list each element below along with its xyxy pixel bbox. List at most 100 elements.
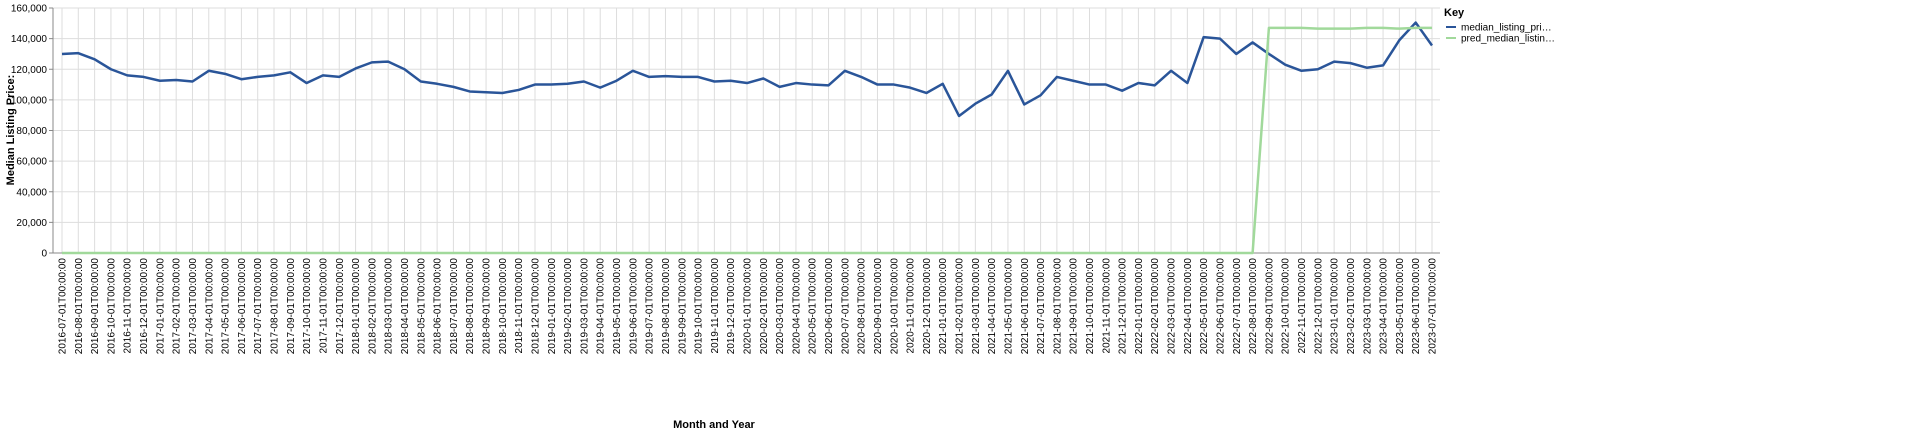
x-tick-label: 2017-12-01T00:00:00	[335, 258, 346, 355]
x-tick-label: 2020-02-01T00:00:00	[759, 258, 770, 355]
x-tick-label: 2017-10-01T00:00:00	[302, 258, 313, 355]
x-tick-label: 2020-07-01T00:00:00	[840, 258, 851, 355]
x-tick-label: 2017-07-01T00:00:00	[253, 258, 264, 355]
y-tick-label: 100,000	[11, 95, 48, 106]
x-tick-label: 2021-09-01T00:00:00	[1069, 258, 1080, 355]
x-tick-label: 2020-12-01T00:00:00	[922, 258, 933, 355]
x-tick-label: 2017-03-01T00:00:00	[188, 258, 199, 355]
x-tick-label: 2022-08-01T00:00:00	[1248, 258, 1259, 355]
x-tick-label: 2021-10-01T00:00:00	[1085, 258, 1096, 355]
x-tick-label: 2021-12-01T00:00:00	[1118, 258, 1129, 355]
x-tick-label: 2017-08-01T00:00:00	[270, 258, 281, 355]
x-tick-label: 2021-11-01T00:00:00	[1101, 258, 1112, 354]
series-line	[61, 21, 1434, 118]
x-tick-label: 2022-05-01T00:00:00	[1199, 258, 1210, 355]
y-tick-label: 160,000	[11, 4, 48, 15]
x-tick-label: 2021-02-01T00:00:00	[955, 258, 966, 355]
x-tick-label: 2019-07-01T00:00:00	[645, 258, 656, 355]
x-tick-label: 2016-11-01T00:00:00	[123, 258, 134, 354]
x-tick-label: 2022-07-01T00:00:00	[1232, 258, 1243, 355]
x-tick-label: 2021-04-01T00:00:00	[987, 258, 998, 355]
x-tick-label: 2019-08-01T00:00:00	[661, 258, 672, 355]
x-tick-label: 2021-03-01T00:00:00	[971, 258, 982, 355]
series-line	[62, 26, 1432, 255]
x-tick-label: 2020-01-01T00:00:00	[743, 258, 754, 355]
x-tick-label: 2017-06-01T00:00:00	[237, 258, 248, 355]
legend-label: pred_median_listin…	[1461, 34, 1555, 45]
x-tick-label: 2022-01-01T00:00:00	[1134, 258, 1145, 355]
x-tick-label: 2019-06-01T00:00:00	[628, 258, 639, 355]
x-tick-label: 2016-07-01T00:00:00	[58, 258, 69, 355]
x-tick-label: 2019-12-01T00:00:00	[726, 258, 737, 355]
x-tick-label: 2023-01-01T00:00:00	[1330, 258, 1341, 355]
y-tick-label: 60,000	[16, 157, 47, 168]
x-tick-label: 2019-10-01T00:00:00	[694, 258, 705, 355]
x-tick-label: 2017-04-01T00:00:00	[204, 258, 215, 355]
legend-title: Key	[1444, 7, 1465, 19]
x-tick-label: 2019-03-01T00:00:00	[579, 258, 590, 355]
x-tick-label: 2016-10-01T00:00:00	[106, 258, 117, 355]
x-tick-label: 2023-04-01T00:00:00	[1379, 258, 1390, 355]
x-tick-label: 2020-11-01T00:00:00	[906, 258, 917, 354]
x-tick-label: 2023-02-01T00:00:00	[1346, 258, 1357, 355]
x-tick-label: 2023-05-01T00:00:00	[1395, 258, 1406, 355]
x-tick-label: 2020-06-01T00:00:00	[824, 258, 835, 355]
x-tick-label: 2021-06-01T00:00:00	[1020, 258, 1031, 355]
x-tick-label: 2018-11-01T00:00:00	[514, 258, 525, 354]
x-tick-label: 2022-03-01T00:00:00	[1167, 258, 1178, 355]
x-tick-label: 2019-11-01T00:00:00	[710, 258, 721, 354]
x-tick-label: 2021-05-01T00:00:00	[1003, 258, 1014, 355]
x-tick-label: 2019-05-01T00:00:00	[612, 258, 623, 355]
x-tick-label: 2019-02-01T00:00:00	[563, 258, 574, 355]
x-tick-label: 2018-01-01T00:00:00	[351, 258, 362, 355]
x-tick-label: 2022-09-01T00:00:00	[1264, 258, 1275, 355]
x-tick-label: 2017-05-01T00:00:00	[221, 258, 232, 355]
x-tick-label: 2020-08-01T00:00:00	[857, 258, 868, 355]
x-tick-label: 2018-06-01T00:00:00	[433, 258, 444, 355]
x-tick-label: 2019-09-01T00:00:00	[677, 258, 688, 355]
x-tick-label: 2022-02-01T00:00:00	[1150, 258, 1161, 355]
x-tick-label: 2020-04-01T00:00:00	[791, 258, 802, 355]
x-tick-label: 2020-09-01T00:00:00	[873, 258, 884, 355]
x-tick-label: 2020-10-01T00:00:00	[889, 258, 900, 355]
x-tick-label: 2017-01-01T00:00:00	[155, 258, 166, 355]
x-tick-label: 2019-01-01T00:00:00	[547, 258, 558, 355]
x-tick-label: 2019-04-01T00:00:00	[596, 258, 607, 355]
x-tick-label: 2021-01-01T00:00:00	[938, 258, 949, 355]
y-tick-label: 40,000	[16, 187, 47, 198]
x-tick-label: 2018-04-01T00:00:00	[400, 258, 411, 355]
x-axis-title: Month and Year	[673, 419, 755, 431]
x-tick-label: 2021-07-01T00:00:00	[1036, 258, 1047, 355]
x-tick-label: 2018-09-01T00:00:00	[482, 258, 493, 355]
x-tick-label: 2022-06-01T00:00:00	[1215, 258, 1226, 355]
y-tick-label: 120,000	[11, 65, 48, 76]
x-tick-label: 2018-02-01T00:00:00	[367, 258, 378, 355]
x-tick-label: 2016-08-01T00:00:00	[74, 258, 85, 355]
x-tick-label: 2018-10-01T00:00:00	[498, 258, 509, 355]
x-tick-label: 2018-05-01T00:00:00	[416, 258, 427, 355]
y-tick-label: 20,000	[16, 218, 47, 229]
y-tick-label: 140,000	[11, 34, 48, 45]
y-tick-label: 0	[41, 249, 47, 260]
y-axis-title: Median Listing Price:	[5, 75, 17, 186]
x-tick-label: 2023-06-01T00:00:00	[1411, 258, 1422, 355]
y-tick-label: 80,000	[16, 126, 47, 137]
x-tick-label: 2018-08-01T00:00:00	[465, 258, 476, 355]
x-tick-label: 2017-09-01T00:00:00	[286, 258, 297, 355]
x-tick-label: 2017-02-01T00:00:00	[172, 258, 183, 355]
x-tick-label: 2020-03-01T00:00:00	[775, 258, 786, 355]
x-tick-label: 2023-07-01T00:00:00	[1428, 258, 1439, 355]
x-tick-label: 2022-04-01T00:00:00	[1183, 258, 1194, 355]
x-tick-label: 2021-08-01T00:00:00	[1052, 258, 1063, 355]
x-tick-label: 2018-03-01T00:00:00	[384, 258, 395, 355]
x-tick-label: 2018-07-01T00:00:00	[449, 258, 460, 355]
x-tick-label: 2018-12-01T00:00:00	[530, 258, 541, 355]
x-tick-label: 2020-05-01T00:00:00	[808, 258, 819, 355]
x-tick-label: 2017-11-01T00:00:00	[318, 258, 329, 354]
x-tick-label: 2022-10-01T00:00:00	[1281, 258, 1292, 355]
x-tick-label: 2016-09-01T00:00:00	[90, 258, 101, 355]
x-tick-label: 2022-11-01T00:00:00	[1297, 258, 1308, 354]
legend-label: median_listing_pri…	[1461, 23, 1552, 34]
x-tick-label: 2016-12-01T00:00:00	[139, 258, 150, 355]
